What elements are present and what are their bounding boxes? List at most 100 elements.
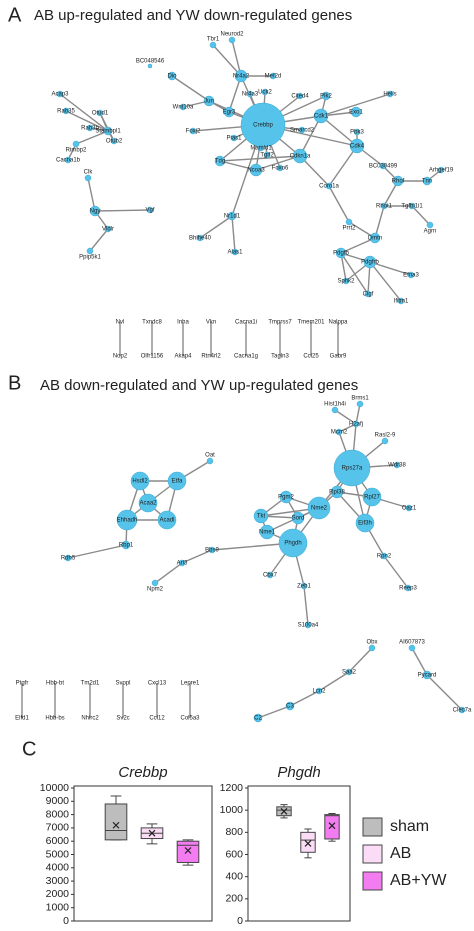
node xyxy=(228,36,236,44)
node-label: Phgdh xyxy=(284,541,301,547)
node xyxy=(89,205,101,217)
node-label: Mef2d xyxy=(265,74,282,80)
node xyxy=(253,508,269,524)
node xyxy=(269,72,277,80)
node xyxy=(64,554,72,562)
node xyxy=(157,510,177,530)
node xyxy=(230,134,238,142)
node-label: Hsdl2 xyxy=(132,479,148,485)
node xyxy=(408,644,416,652)
mean-marker xyxy=(112,821,120,829)
node-label: Pdgfrb xyxy=(361,260,379,266)
node-label: BC048546 xyxy=(136,59,165,65)
node xyxy=(56,90,64,98)
node-label: Pycard xyxy=(418,673,437,679)
panel-label: A xyxy=(8,4,22,26)
node xyxy=(364,290,372,298)
node-label: Otud1 xyxy=(92,111,109,117)
node-label: Ehhadh xyxy=(117,518,138,524)
node-label: Lepre1 xyxy=(181,681,200,687)
node xyxy=(276,164,284,172)
y-tick-label: 4000 xyxy=(46,862,70,874)
edge xyxy=(65,110,109,132)
edge xyxy=(318,671,350,692)
node xyxy=(189,127,197,135)
y-tick-label: 0 xyxy=(63,915,69,926)
node xyxy=(350,106,362,118)
node xyxy=(196,234,204,242)
node-label: Akap4 xyxy=(174,354,192,360)
edge xyxy=(59,93,109,132)
y-tick-label: 10000 xyxy=(40,782,69,794)
node-label: Sphk2 xyxy=(337,279,355,285)
node xyxy=(209,41,217,49)
y-tick-label: 800 xyxy=(225,826,243,838)
box xyxy=(176,840,200,863)
node-label: Eif3h xyxy=(358,521,372,527)
node-label: Bbs9 xyxy=(205,548,219,554)
y-tick-label: 200 xyxy=(225,893,243,905)
plot-frame xyxy=(247,785,351,922)
node xyxy=(355,513,375,533)
node-label: Rpl38 xyxy=(329,490,345,496)
edge xyxy=(320,93,391,117)
node xyxy=(392,175,404,187)
node-label: Cdkn1a xyxy=(290,154,311,160)
node-label: Tgif2 xyxy=(260,153,274,159)
node xyxy=(130,471,150,491)
node-label: S100a4 xyxy=(298,623,319,629)
edge xyxy=(87,177,96,212)
node-label: Arl3 xyxy=(177,561,188,567)
node-label: Rab3b xyxy=(81,126,99,132)
node-label: Rpl27 xyxy=(364,495,380,501)
node-label: Rhof xyxy=(392,179,405,185)
y-tick-label: 600 xyxy=(225,848,243,860)
legend-swatch xyxy=(362,817,383,837)
node-label: Cdk4 xyxy=(350,144,365,150)
node-label: Col5a3 xyxy=(180,716,200,722)
y-tick-label: 3000 xyxy=(46,875,70,887)
node-label: Olfr1156 xyxy=(141,354,164,360)
node-label: Elfd1 xyxy=(15,716,29,722)
node xyxy=(349,138,365,154)
node xyxy=(369,232,381,244)
edge xyxy=(303,585,309,626)
node-label: Rhot1 xyxy=(376,204,393,210)
chart-title: Crebbp xyxy=(118,764,167,781)
node-label: Sord xyxy=(292,516,305,522)
node-label: Dio xyxy=(167,74,177,80)
node xyxy=(298,126,306,134)
node-label: Hells xyxy=(383,92,396,98)
node xyxy=(84,174,92,182)
node xyxy=(407,271,415,279)
node xyxy=(208,546,216,554)
edge xyxy=(383,555,409,589)
node xyxy=(345,668,353,676)
node-label: Agrn xyxy=(424,229,437,235)
node xyxy=(121,540,131,550)
node-label: Gabr9 xyxy=(330,354,347,360)
node-label: H2afj xyxy=(349,422,363,428)
node xyxy=(397,297,405,305)
node-label: Nalppa xyxy=(328,320,348,326)
node xyxy=(352,420,360,428)
node-label: C2 xyxy=(254,716,262,722)
node xyxy=(278,528,308,558)
y-tick-label: 6000 xyxy=(46,835,70,847)
node xyxy=(223,106,235,118)
mean-marker xyxy=(280,807,288,815)
edge xyxy=(94,209,151,212)
node xyxy=(426,221,434,229)
legend-swatch xyxy=(362,871,383,891)
node xyxy=(64,156,72,164)
node xyxy=(300,582,308,590)
node-label: Clec7a xyxy=(453,708,472,714)
node-label: Nme1 xyxy=(259,530,276,536)
node-label: Ccl25 xyxy=(303,354,319,360)
y-tick-label: 8000 xyxy=(46,808,70,820)
panel-title: AB down-regulated and YW up-regulated ge… xyxy=(40,377,358,394)
node-label: Tmprss7 xyxy=(268,320,292,326)
node-label: Coro1a xyxy=(319,184,339,190)
node-label: Npm2 xyxy=(147,587,164,593)
